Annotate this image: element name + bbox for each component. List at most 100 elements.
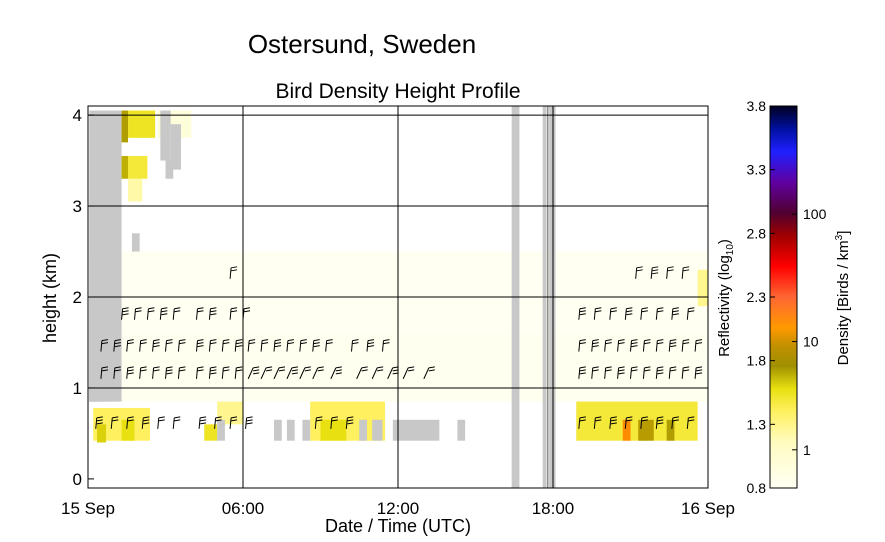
missing-data-cell bbox=[160, 110, 171, 161]
wind-barb bbox=[165, 366, 173, 379]
wind-barb bbox=[245, 416, 253, 429]
wind-barb bbox=[214, 416, 222, 429]
wind-barb bbox=[208, 339, 217, 352]
wind-barb bbox=[578, 366, 586, 379]
wind-barb bbox=[172, 416, 181, 429]
wind-barb bbox=[642, 339, 651, 352]
missing-data-cell bbox=[359, 419, 367, 441]
missing-data-cell bbox=[286, 419, 295, 441]
chart-title: Bird Density Height Profile bbox=[275, 80, 520, 103]
wind-barb bbox=[159, 307, 168, 320]
density-cell bbox=[121, 156, 129, 179]
density-cell bbox=[622, 419, 631, 441]
wind-barb bbox=[593, 307, 602, 320]
missing-data-cell bbox=[170, 124, 181, 170]
wind-barb bbox=[423, 366, 435, 380]
y-tick-label: 3 bbox=[73, 197, 82, 216]
density-cell bbox=[121, 419, 135, 441]
wind-barb bbox=[371, 366, 384, 380]
wind-barb bbox=[366, 339, 375, 352]
wind-barb bbox=[177, 339, 186, 352]
wind-barb bbox=[157, 416, 165, 429]
wind-barb bbox=[95, 416, 103, 429]
wind-barb bbox=[126, 366, 134, 379]
wind-barb bbox=[110, 416, 119, 429]
wind-barb bbox=[642, 366, 651, 379]
wind-barb bbox=[260, 339, 269, 352]
colorbar-left-tick-label: 2.3 bbox=[747, 289, 767, 305]
wind-barb bbox=[312, 366, 324, 380]
missing-data-cell bbox=[165, 160, 174, 179]
density-cell bbox=[576, 401, 698, 441]
y-tick-label: 4 bbox=[73, 106, 82, 125]
wind-barb bbox=[141, 416, 150, 429]
wind-barb bbox=[635, 266, 643, 279]
wind-barb bbox=[299, 366, 311, 380]
wind-barb bbox=[655, 339, 664, 352]
colorbar-ticks: 0.8 1.3 1.8 2.3 2.8 3.3 3.8 1 10 100 bbox=[747, 98, 827, 496]
missing-data-cell bbox=[131, 233, 140, 252]
wind-barb bbox=[247, 339, 256, 352]
wind-barb bbox=[630, 339, 638, 352]
wind-barb bbox=[152, 366, 160, 379]
wind-barb bbox=[666, 266, 674, 279]
wind-barb bbox=[330, 416, 338, 429]
wind-barb bbox=[152, 339, 160, 352]
background-echo bbox=[93, 333, 708, 402]
wind-barb bbox=[172, 307, 181, 320]
wind-barb bbox=[650, 266, 659, 279]
wind-barb bbox=[312, 339, 320, 352]
x-tick-label: 06:00 bbox=[222, 499, 265, 518]
wind-barb bbox=[686, 307, 695, 320]
wind-barb bbox=[234, 339, 243, 352]
wind-barb bbox=[356, 366, 368, 380]
wind-barb bbox=[351, 339, 359, 352]
density-cell bbox=[121, 110, 129, 143]
wind-barb bbox=[273, 339, 282, 352]
missing-data-cell bbox=[302, 419, 311, 441]
density-cell bbox=[666, 419, 675, 441]
wind-barb bbox=[139, 339, 147, 352]
colorbar-left-tick-label: 3.8 bbox=[747, 98, 767, 114]
missing-data-cell bbox=[274, 419, 282, 441]
colorbar-right-tick-label: 10 bbox=[803, 334, 819, 350]
wind-barb bbox=[609, 307, 617, 320]
wind-barb bbox=[234, 366, 243, 379]
wind-barb bbox=[208, 366, 217, 379]
colorbar-left-tick-label: 2.8 bbox=[747, 225, 767, 241]
wind-barb bbox=[640, 416, 648, 429]
x-axis-ticks: 15 Sep 06:00 12:00 18:00 16 Sep bbox=[61, 482, 735, 518]
colorbar-right-tick-label: 1 bbox=[803, 442, 811, 458]
wind-barbs bbox=[95, 266, 703, 429]
wind-barb bbox=[694, 366, 703, 379]
wind-barb bbox=[229, 307, 238, 320]
wind-barb bbox=[113, 366, 121, 379]
wind-barb bbox=[221, 366, 230, 379]
wind-barb bbox=[299, 339, 307, 352]
wind-barb bbox=[134, 307, 142, 320]
wind-barb bbox=[624, 307, 633, 320]
wind-barb bbox=[126, 416, 134, 429]
x-tick-label: 16 Sep bbox=[681, 499, 735, 518]
wind-barb bbox=[165, 339, 173, 352]
colorbar-right-tick-label: 100 bbox=[803, 206, 827, 222]
density-cell bbox=[697, 269, 708, 307]
wind-barb bbox=[593, 416, 602, 429]
density-cell bbox=[638, 419, 654, 441]
wind-barb bbox=[198, 416, 207, 429]
wind-barb bbox=[121, 307, 129, 320]
wind-barb bbox=[671, 416, 679, 429]
wind-barb bbox=[100, 339, 108, 352]
x-tick-label: 15 Sep bbox=[61, 499, 115, 518]
wind-barb bbox=[382, 339, 390, 352]
x-tick-label: 12:00 bbox=[377, 499, 420, 518]
wind-barb bbox=[694, 339, 703, 352]
wind-barb bbox=[655, 366, 664, 379]
density-cell bbox=[97, 424, 107, 443]
wind-barb bbox=[681, 266, 690, 279]
wind-barb bbox=[387, 366, 399, 380]
wind-barb bbox=[640, 307, 648, 320]
wind-barb bbox=[345, 416, 354, 429]
colorbar-left-tick-label: 1.3 bbox=[747, 416, 767, 432]
chart-suptitle: Ostersund, Sweden bbox=[248, 29, 476, 59]
